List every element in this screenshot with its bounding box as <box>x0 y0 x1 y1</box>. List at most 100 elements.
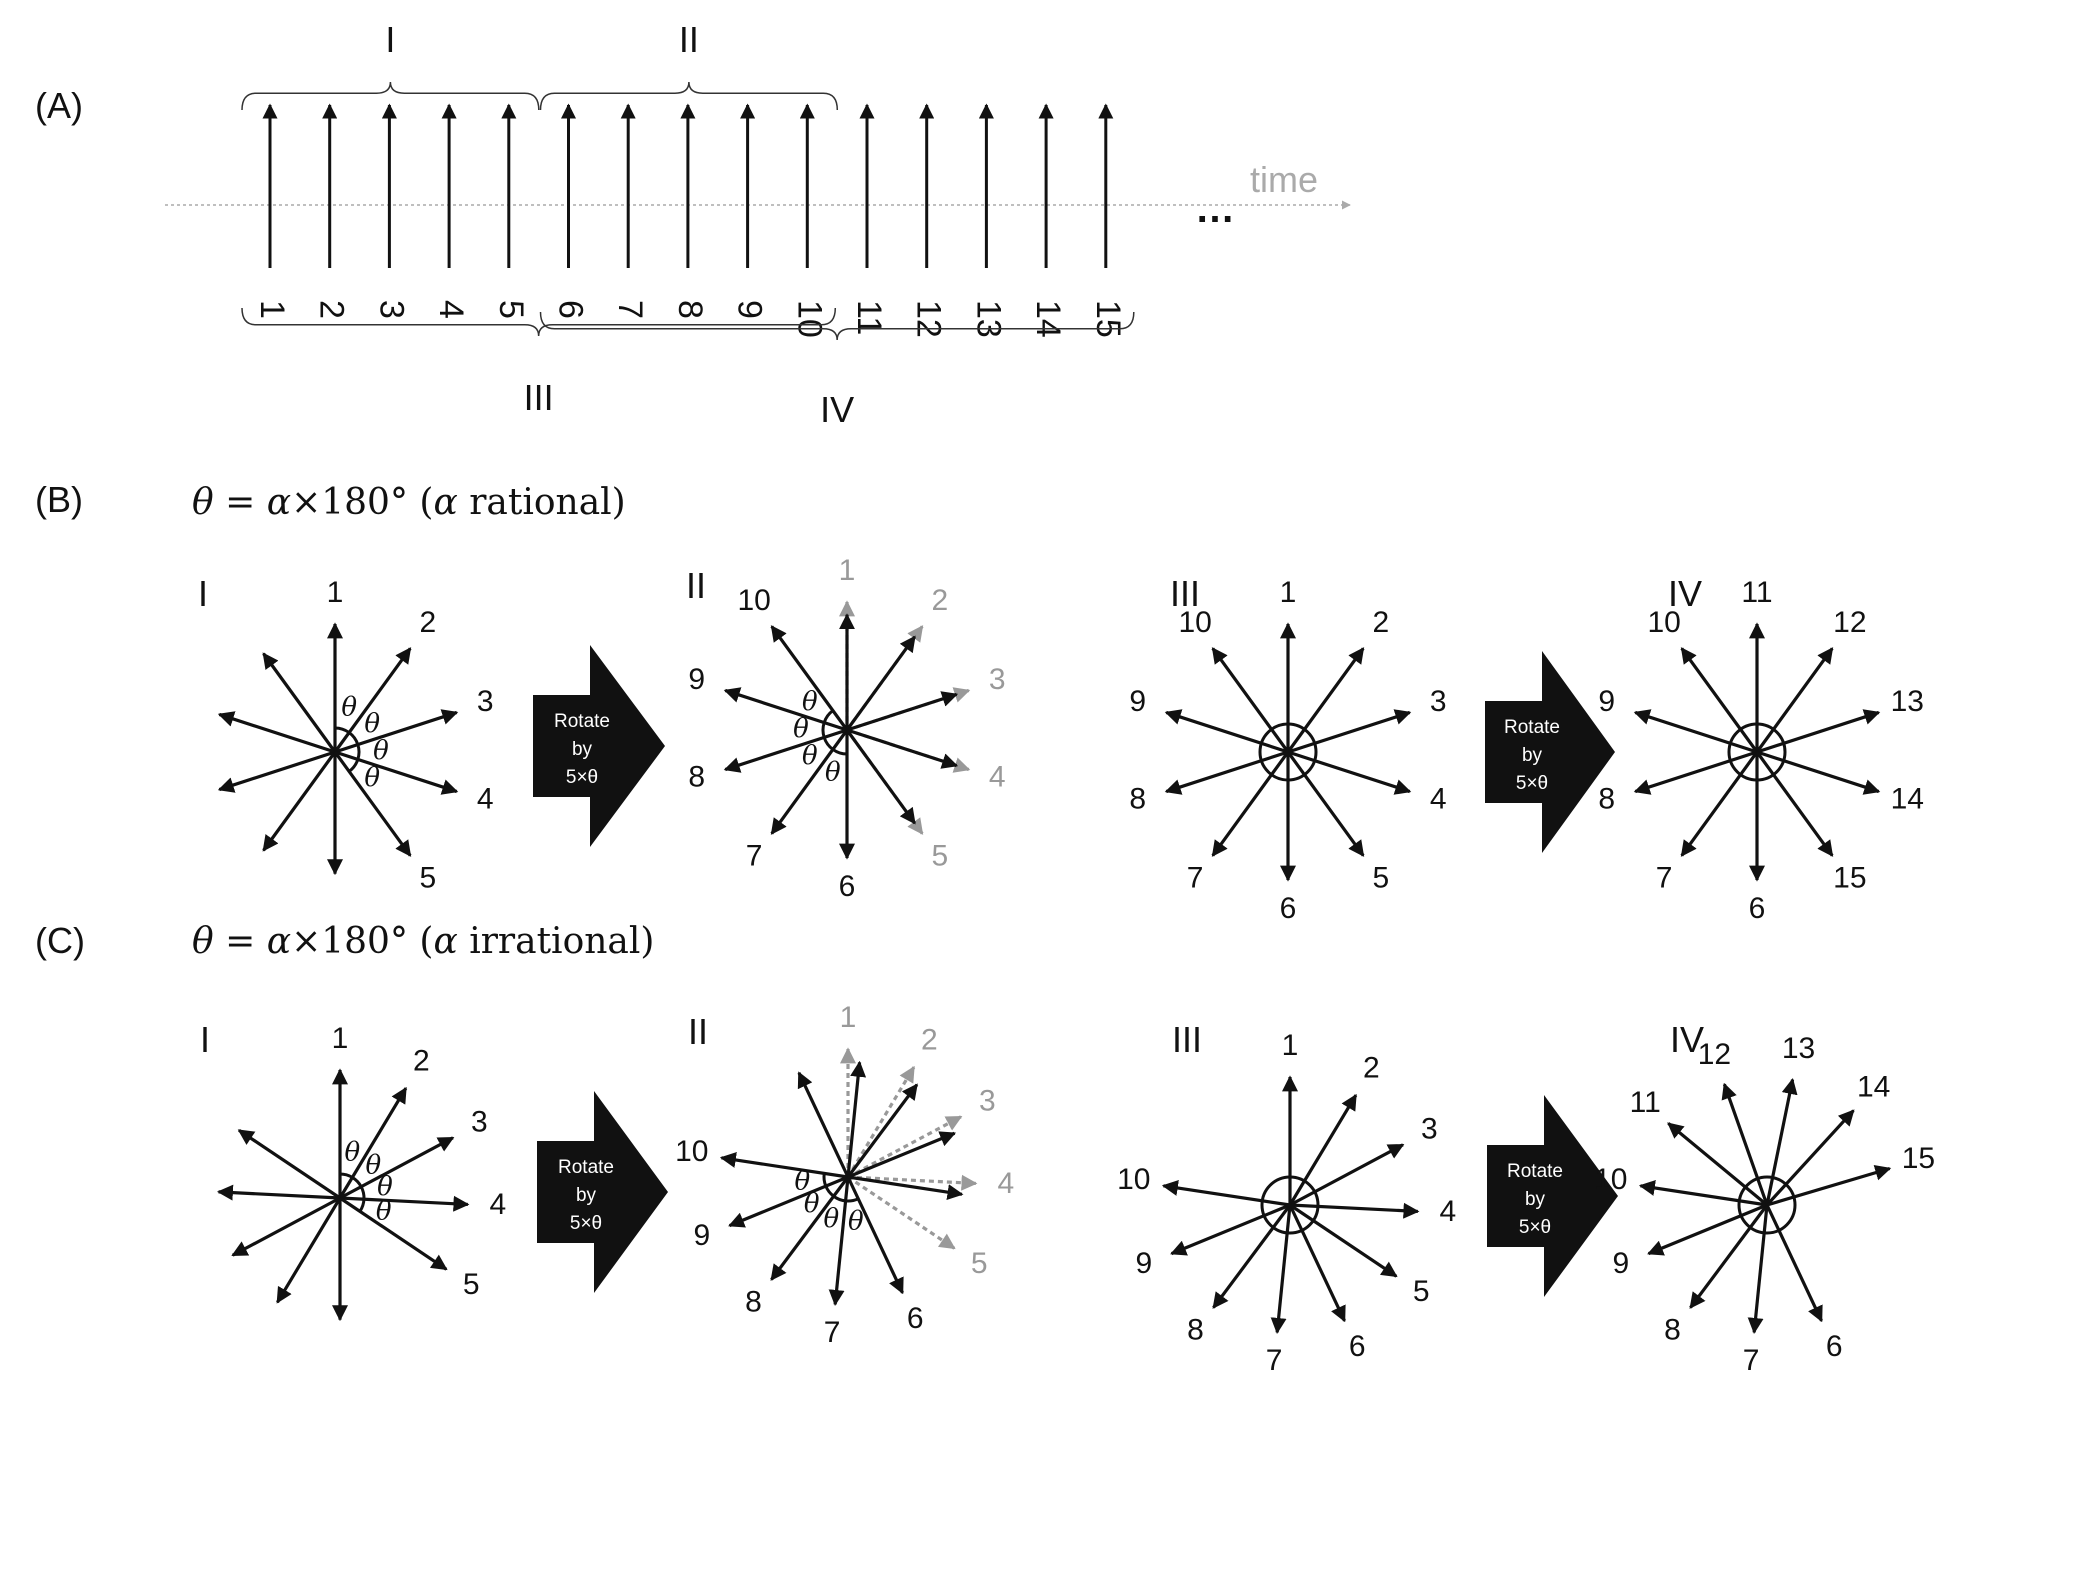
direction-arrow <box>1680 751 1759 857</box>
direction-arrow <box>846 1176 904 1295</box>
svg-text:Rotate: Rotate <box>1507 1161 1563 1182</box>
direction-arrow <box>846 728 959 769</box>
direction-label: 9 <box>1129 685 1146 718</box>
direction-arrow <box>847 1115 963 1179</box>
angle-arc <box>351 1176 363 1188</box>
direction-arrow <box>1667 1122 1769 1207</box>
angle-arc <box>822 1173 828 1187</box>
timeline-tick-label: 10 <box>790 300 828 338</box>
formula-c: θ = α×180° (α irrational) <box>192 921 654 962</box>
direction-arrow <box>797 1071 850 1178</box>
direction-arrow <box>846 1083 919 1178</box>
angle-theta-label: θ <box>377 1172 393 1202</box>
direction-label: 1 <box>332 1022 349 1055</box>
direction-arrow <box>1212 1204 1292 1309</box>
timeline-tick-label: 3 <box>372 300 410 319</box>
direction-arrow <box>845 729 917 825</box>
direction-arrow <box>847 1175 964 1201</box>
angle-theta-label: θ <box>373 736 389 766</box>
direction-label: 13 <box>1891 685 1924 718</box>
direction-arrow <box>1680 647 1759 753</box>
diagram-roman-label: III <box>1172 1019 1202 1060</box>
angle-theta-label: θ <box>802 687 818 717</box>
angle-arc <box>359 1185 366 1200</box>
svg-text:by: by <box>576 1185 597 1206</box>
angle-arc <box>348 731 360 746</box>
direction-label: 6 <box>839 870 856 903</box>
angle-arc <box>821 722 826 738</box>
brace-label: IV <box>820 389 854 430</box>
direction-label: 6 <box>1280 892 1297 925</box>
timeline-tick-label: 5 <box>492 300 530 319</box>
panel-label-b: (B) <box>35 479 83 520</box>
formula-b: θ = α×180° (α rational) <box>192 482 626 523</box>
direction-label: 10 <box>1178 606 1211 639</box>
direction-label: 8 <box>1129 783 1146 816</box>
direction-label: 10 <box>1594 1163 1627 1196</box>
timeline-tick-label: 8 <box>671 300 709 319</box>
direction-arrow <box>846 1060 867 1178</box>
direction-label: 7 <box>824 1316 841 1349</box>
direction-label: 3 <box>1430 685 1447 718</box>
direction-label: 8 <box>688 761 705 794</box>
direction-label: 2 <box>1363 1051 1380 1084</box>
direction-label: 11 <box>1741 576 1772 609</box>
direction-label: 1 <box>327 576 344 609</box>
rotate-arrow-c-right: Rotate by 5×θ <box>1487 1095 1618 1297</box>
angle-arc <box>348 758 360 773</box>
direction-arrow <box>728 1175 849 1228</box>
direction-arrow <box>1766 1164 1892 1207</box>
direction-label: 7 <box>1187 862 1204 895</box>
direction-label: 2 <box>420 606 437 639</box>
angle-arc <box>822 736 834 751</box>
direction-label: 1 <box>1282 1029 1299 1062</box>
direction-label: 13 <box>1782 1032 1815 1065</box>
timeline-tick-label: 15 <box>1089 300 1127 338</box>
direction-arrow <box>1287 709 1412 754</box>
brace <box>241 81 540 111</box>
direction-label: 15 <box>1902 1142 1935 1175</box>
direction-arrow <box>719 1152 849 1179</box>
direction-arrow <box>723 687 848 732</box>
direction-label: 8 <box>1187 1314 1204 1347</box>
timeline-tick-label: 1 <box>253 300 291 319</box>
rotate-arrow-b-right: Rotate by 5×θ <box>1485 651 1615 853</box>
direction-arrow <box>1765 1204 1823 1323</box>
direction-arrow <box>216 1184 341 1201</box>
direction-arrow <box>1288 1093 1358 1206</box>
direction-label: 5 <box>1373 862 1390 895</box>
direction-label: 7 <box>746 840 763 873</box>
angle-theta-label: θ <box>804 1189 820 1219</box>
angle-arc <box>832 1194 846 1203</box>
direction-arrow <box>1287 750 1412 795</box>
angle-arc <box>334 726 350 734</box>
direction-arrow <box>1765 1109 1855 1207</box>
direction-arrow <box>847 1175 956 1250</box>
direction-arrow <box>1289 1203 1398 1278</box>
angle-theta-label: θ <box>802 741 818 771</box>
brace-label: II <box>679 19 699 60</box>
direction-arrow <box>1755 751 1834 857</box>
direction-label: 7 <box>1266 1344 1283 1377</box>
center-circle <box>1737 1175 1797 1235</box>
angle-theta-label: θ <box>366 1150 382 1180</box>
svg-text:5×θ: 5×θ <box>570 1213 602 1234</box>
direction-arrow <box>339 1136 455 1200</box>
direction-label: 9 <box>1135 1247 1152 1280</box>
direction-arrow <box>262 652 337 753</box>
direction-arrow <box>334 750 459 795</box>
angle-theta-label: θ <box>364 709 380 739</box>
diagram-roman-label: IV <box>1670 1019 1704 1060</box>
direction-label: 11 <box>1630 1086 1661 1119</box>
svg-text:by: by <box>1525 1189 1546 1210</box>
angle-theta-label: θ <box>364 763 380 793</box>
direction-label: 9 <box>688 663 705 696</box>
angle-theta-label: θ <box>341 692 357 722</box>
direction-label: 5 <box>1413 1275 1430 1308</box>
direction-arrow <box>847 1131 957 1179</box>
svg-text:by: by <box>1522 745 1543 766</box>
